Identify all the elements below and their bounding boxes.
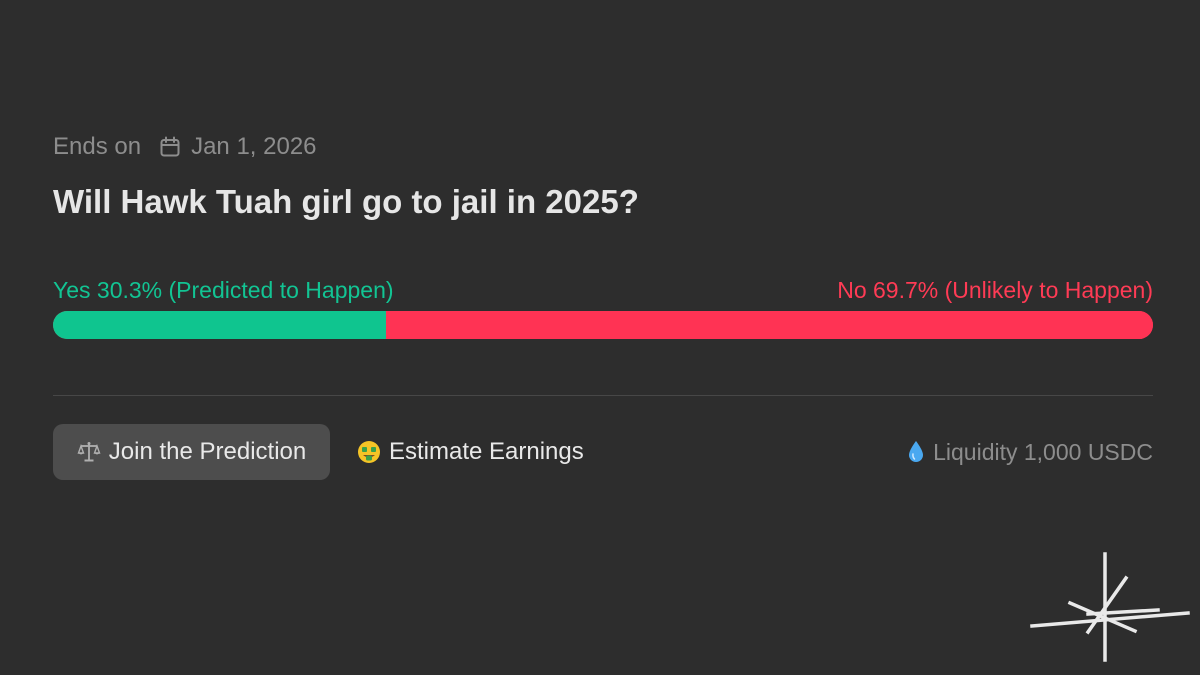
liquidity-label: Liquidity 1,000 USDC [933,438,1153,465]
money-mouth-face-icon [357,440,381,464]
end-date: Jan 1, 2026 [191,133,317,160]
droplet-icon [907,440,925,464]
ends-on-label: Ends on [53,133,142,160]
join-prediction-button[interactable]: Join the Prediction [53,424,330,480]
liquidity-info: Liquidity 1,000 USDC [907,424,1153,480]
starburst-logo [1028,550,1193,670]
divider [53,395,1153,396]
estimate-earnings-button[interactable]: Estimate Earnings [357,424,584,480]
probability-bar [53,311,1153,339]
no-probability-label: No 69.7% (Unlikely to Happen) [837,277,1153,303]
ends-on-row: Ends on Jan 1, 2026 [53,132,317,162]
join-prediction-label: Join the Prediction [108,438,307,465]
market-question: Will Hawk Tuah girl go to jail in 2025? [53,183,639,220]
estimate-earnings-label: Estimate Earnings [389,438,584,465]
calendar-icon [159,136,181,158]
probability-bar-yes [53,311,387,339]
probability-bar-no [386,311,1153,339]
balance-scale-icon [77,440,101,464]
yes-probability-label: Yes 30.3% (Predicted to Happen) [53,277,394,303]
